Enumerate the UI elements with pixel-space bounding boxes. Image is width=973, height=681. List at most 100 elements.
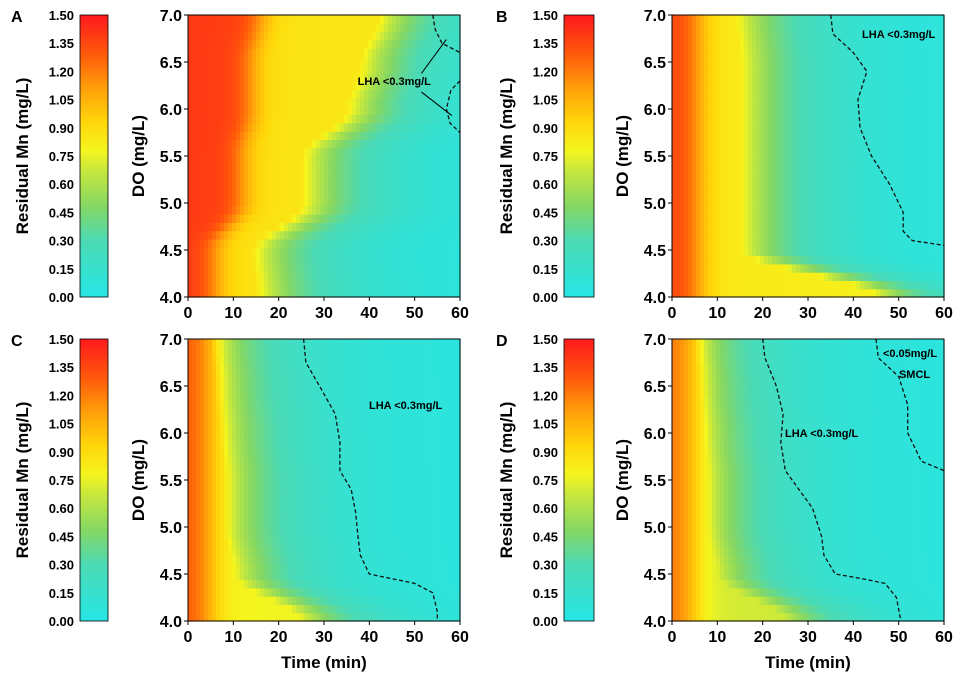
heatmap-cell: [796, 97, 801, 107]
heatmap-cell: [380, 247, 385, 257]
heatmap-cell: [220, 56, 225, 66]
heatmap-cell: [272, 31, 277, 41]
colorbar-label: Residual Mn (mg/L): [497, 78, 516, 235]
heatmap-cell: [240, 288, 245, 298]
heatmap-cell: [812, 15, 817, 24]
heatmap-cell: [700, 139, 705, 149]
heatmap-cell: [248, 172, 253, 182]
heatmap-cell: [332, 106, 337, 116]
heatmap-cell: [696, 39, 701, 49]
heatmap-cell: [680, 147, 685, 157]
heatmap-cell: [396, 81, 401, 91]
heatmap-cell: [832, 288, 837, 298]
heatmap-cell: [284, 164, 289, 174]
heatmap-cell: [316, 214, 321, 223]
heatmap-cell: [204, 496, 209, 506]
heatmap-cell: [364, 15, 369, 24]
heatmap-cell: [704, 39, 709, 49]
heatmap-cell: [920, 15, 925, 24]
heatmap-cell: [440, 222, 445, 232]
heatmap-cell: [448, 280, 453, 290]
heatmap-cell: [224, 205, 229, 215]
heatmap-cell: [764, 272, 769, 282]
heatmap-cell: [740, 64, 745, 74]
heatmap-cell: [412, 238, 417, 248]
heatmap-cell: [752, 23, 757, 33]
heatmap-cell: [196, 554, 201, 564]
heatmap-cell: [716, 122, 721, 132]
heatmap-cell: [808, 180, 813, 190]
heatmap-cell: [224, 288, 229, 298]
heatmap-cell: [792, 23, 797, 33]
heatmap-cell: [384, 147, 389, 157]
heatmap-cell: [196, 405, 201, 415]
heatmap-cell: [192, 263, 197, 273]
heatmap-cell: [832, 114, 837, 124]
heatmap-cell: [220, 172, 225, 182]
heatmap-cell: [420, 131, 425, 141]
heatmap-cell: [204, 23, 209, 33]
heatmap-cell: [880, 73, 885, 82]
heatmap-cell: [396, 89, 401, 99]
heatmap-cell: [420, 147, 425, 157]
heatmap-cell: [196, 513, 201, 523]
heatmap-cell: [200, 39, 205, 49]
heatmap-cell: [412, 23, 417, 33]
heatmap-cell: [904, 73, 909, 82]
heatmap-cell: [192, 272, 197, 282]
heatmap-cell: [356, 106, 361, 116]
heatmap-cell: [300, 106, 305, 116]
y-tick-label: 4.0: [644, 290, 666, 307]
heatmap-cell: [388, 56, 393, 66]
heatmap-cell: [268, 214, 273, 223]
heatmap-cell: [912, 122, 917, 132]
heatmap-cell: [220, 114, 225, 124]
heatmap-cell: [228, 64, 233, 74]
heatmap-cell: [908, 114, 913, 124]
heatmap-cell: [832, 48, 837, 58]
heatmap-cell: [380, 31, 385, 41]
heatmap-cell: [800, 106, 805, 116]
heatmap-cell: [424, 147, 429, 157]
heatmap-cell: [268, 89, 273, 99]
heatmap-cell: [412, 48, 417, 58]
heatmap-cell: [916, 180, 921, 190]
heatmap-cell: [704, 131, 709, 141]
heatmap-cell: [232, 205, 237, 215]
heatmap-cell: [832, 122, 837, 132]
heatmap-cell: [872, 247, 877, 257]
heatmap-cell: [260, 139, 265, 149]
heatmap-cell: [712, 81, 717, 91]
heatmap-cell: [224, 131, 229, 141]
heatmap-cell: [192, 405, 197, 415]
heatmap-cell: [712, 197, 717, 207]
heatmap-cell: [804, 15, 809, 24]
heatmap-cell: [440, 197, 445, 207]
heatmap-cell: [436, 164, 441, 174]
heatmap-cell: [720, 180, 725, 190]
heatmap-cell: [372, 131, 377, 141]
heatmap-cell: [340, 263, 345, 273]
heatmap-cell: [192, 139, 197, 149]
heatmap-cell: [300, 15, 305, 24]
heatmap-cell: [228, 172, 233, 182]
heatmap-cell: [396, 255, 401, 265]
heatmap-cell: [404, 156, 409, 165]
heatmap-cell: [696, 114, 701, 124]
heatmap-cell: [752, 31, 757, 41]
heatmap-cell: [216, 214, 221, 223]
heatmap-cell: [424, 205, 429, 215]
heatmap-cell: [300, 189, 305, 199]
heatmap-cell: [832, 230, 837, 240]
heatmap-cell: [336, 263, 341, 273]
heatmap-cell: [828, 197, 833, 207]
heatmap-cell: [920, 197, 925, 207]
heatmap-cell: [680, 205, 685, 215]
heatmap-cell: [364, 230, 369, 240]
heatmap-cell: [804, 97, 809, 107]
heatmap-cell: [716, 280, 721, 290]
heatmap-cell: [680, 247, 685, 257]
heatmap-cell: [280, 56, 285, 66]
heatmap-cell: [280, 189, 285, 199]
heatmap-cell: [920, 139, 925, 149]
